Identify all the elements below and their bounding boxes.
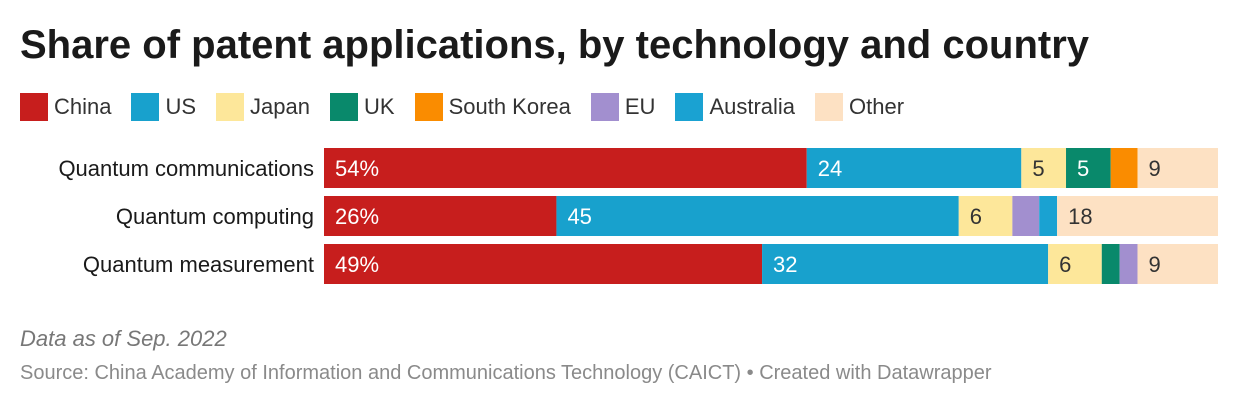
data-label: 6 — [970, 204, 982, 229]
legend-swatch — [414, 93, 443, 121]
legend-item-eu: EU — [590, 93, 656, 121]
legend-swatch — [216, 93, 245, 121]
bar-segment-japan — [958, 196, 1013, 236]
legend-swatch — [590, 93, 619, 121]
legend-swatch — [131, 93, 160, 121]
data-label: 32 — [773, 252, 797, 277]
legend-item-us: US — [131, 93, 196, 121]
data-label: 6 — [1059, 252, 1071, 277]
category-label: Quantum computing — [116, 204, 314, 229]
legend-item-uk: UK — [330, 93, 395, 121]
legend-label: Other — [849, 94, 905, 119]
category-label: Quantum communications — [58, 156, 314, 181]
legend-label: Australia — [709, 94, 796, 119]
legend-swatch — [330, 93, 358, 121]
legend-item-south-korea: South Korea — [414, 93, 571, 121]
data-label: 24 — [818, 156, 842, 181]
bar-segment-us — [556, 196, 959, 236]
bar-segment-other — [1057, 196, 1218, 236]
bar-segment-china — [324, 244, 763, 284]
legend-swatch — [675, 93, 704, 121]
data-label: 49% — [335, 252, 379, 277]
data-label: 26% — [335, 204, 379, 229]
bar-segment-south-korea — [1110, 148, 1138, 188]
bar-segment-uk — [1066, 148, 1111, 188]
legend-item-australia: Australia — [675, 93, 795, 121]
bar-segment-china — [324, 196, 557, 236]
bar-segment-australia — [1039, 196, 1058, 236]
legend-swatch — [815, 93, 844, 121]
legend-label: UK — [364, 94, 395, 119]
stacked-bar-chart: Quantum communications 54% 24 5 5 9 Quantum co… — [58, 148, 1218, 284]
bar-segment-eu — [1119, 244, 1138, 284]
legend-label: US — [165, 94, 197, 119]
bar-segment-japan — [1021, 148, 1067, 188]
data-label: 54% — [335, 156, 379, 181]
source-line: Source: China Academy of Information and… — [20, 362, 992, 384]
data-note: Data as of Sep. 2022 — [20, 326, 227, 351]
bar-segment-other — [1137, 148, 1218, 188]
legend-label: EU — [624, 94, 656, 119]
data-label: 18 — [1068, 204, 1092, 229]
bar-segment-other — [1137, 244, 1218, 284]
data-label: 9 — [1149, 252, 1161, 277]
data-label: 9 — [1149, 156, 1161, 181]
data-label: 5 — [1032, 156, 1044, 181]
legend-label: China — [54, 94, 112, 119]
legend: China US Japan UK South Korea EU Australia Othe… — [20, 92, 924, 122]
bar-segment-eu — [1012, 196, 1040, 236]
legend-swatch — [20, 93, 48, 121]
chart-title: Share of patent applications, by technol… — [20, 23, 1090, 67]
bar-segment-us — [762, 244, 1049, 284]
legend-label: Japan — [250, 94, 310, 119]
bar-segment-china — [324, 148, 807, 188]
category-label: Quantum measurement — [83, 252, 314, 277]
bar-segment-japan — [1048, 244, 1102, 284]
bar-segment-uk — [1101, 244, 1120, 284]
legend-item-china: China — [20, 93, 111, 121]
legend-item-japan: Japan — [216, 93, 310, 121]
data-label: 5 — [1077, 156, 1089, 181]
bar-segment-us — [806, 148, 1022, 188]
legend-label: South Korea — [448, 94, 571, 119]
legend-item-other: Other — [815, 93, 904, 121]
data-label: 45 — [567, 204, 591, 229]
